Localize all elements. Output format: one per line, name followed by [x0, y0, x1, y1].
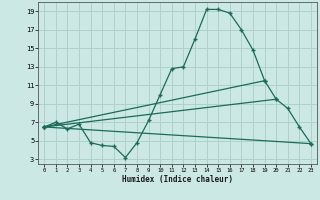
X-axis label: Humidex (Indice chaleur): Humidex (Indice chaleur) [122, 175, 233, 184]
